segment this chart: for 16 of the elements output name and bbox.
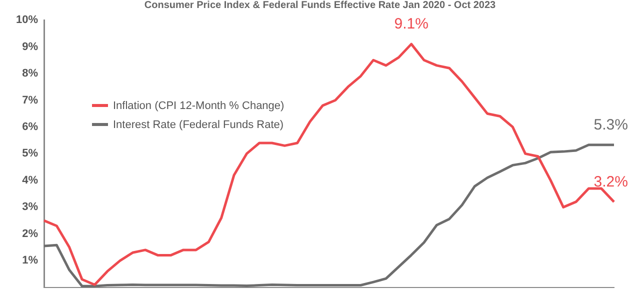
chart-title: Consumer Price Index & Federal Funds Effective Rate Jan 2020 - Oct 2023 [143,0,497,11]
legend-label: Interest Rate (Federal Funds Rate) [113,118,284,130]
y-tick-label: 9% [22,40,38,53]
y-tick-label: 7% [22,94,38,106]
y-tick-label: 1% [22,254,38,267]
y-tick-label: 5% [22,148,38,160]
y-tick-label: 2% [22,228,38,240]
y-tick-label: 8% [22,68,38,80]
data-label: 3.2% [594,173,628,190]
legend-label: Inflation (CPI 12-Month % Change) [113,100,284,112]
y-tick-label: 10% [16,14,38,26]
data-label: 9.1% [394,16,428,33]
y-tick-label: 4% [22,174,38,186]
data-label: 5.3% [594,116,628,134]
y-tick-label: 6% [22,120,38,133]
y-tick-label: 3% [22,201,38,214]
